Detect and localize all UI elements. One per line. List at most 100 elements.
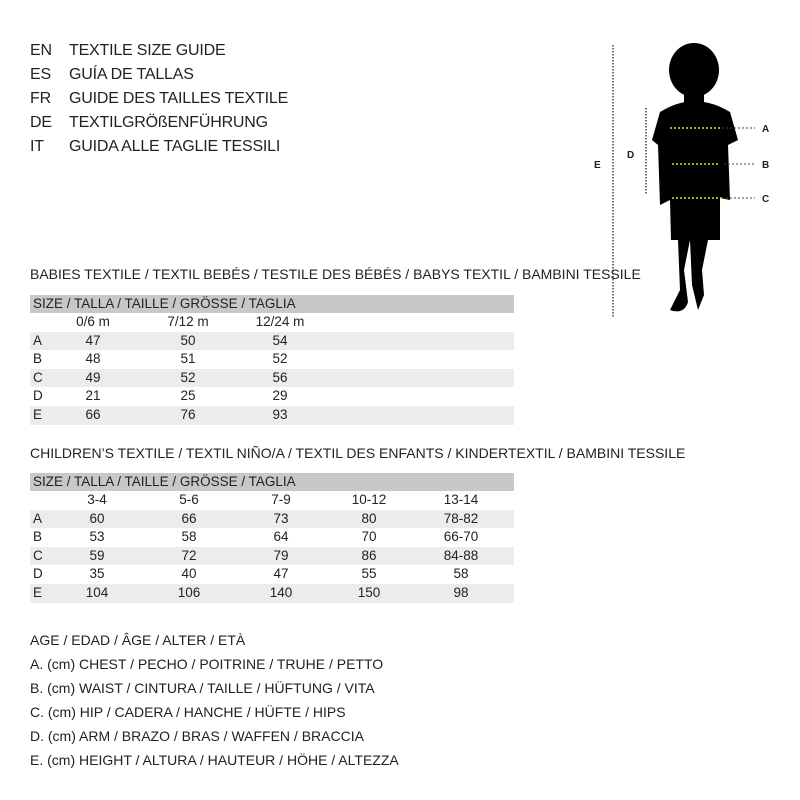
legend-height: E. (cm) HEIGHT / ALTURA / HAUTEUR / HÖHE…	[30, 752, 399, 768]
table-cell: 150	[357, 584, 381, 600]
table-cell: 104	[85, 584, 109, 600]
title-fr: FR GUIDE DES TAILLES TEXTILE	[30, 90, 288, 108]
column-header: 10-12	[351, 492, 387, 507]
lang-title: TEXTILGRÖßENFÜHRUNG	[69, 114, 268, 131]
table-cell: 86	[361, 547, 377, 563]
table-cell: 55	[361, 566, 377, 582]
table-cell: 59	[89, 547, 105, 563]
column-header: 12/24 m	[255, 314, 305, 329]
row-label: B	[33, 351, 43, 367]
table-cell: 40	[181, 566, 197, 582]
column-header: 0/6 m	[76, 314, 110, 329]
column-header: 7/12 m	[167, 314, 209, 329]
label-c: C	[762, 194, 769, 205]
row-label: D	[33, 566, 43, 582]
row-label: D	[33, 388, 43, 404]
table-cell: 56	[272, 369, 288, 385]
table-cell: 76	[180, 406, 196, 422]
table-cell: 21	[85, 388, 101, 404]
measure-lines	[670, 127, 722, 199]
column-header: 5-6	[179, 492, 199, 507]
silhouette-icon	[652, 43, 738, 312]
label-b: B	[762, 160, 769, 171]
legend-arm: D. (cm) ARM / BRAZO / BRAS / WAFFEN / BR…	[30, 728, 364, 744]
table-row: B 53 58 64 70 66-70	[30, 528, 514, 547]
column-header: 7-9	[271, 492, 291, 507]
table-cell: 48	[85, 351, 101, 367]
table-cell: 93	[272, 406, 288, 422]
legend-hip: C. (cm) HIP / CADERA / HANCHE / HÜFTE / …	[30, 704, 346, 720]
table-cell: 52	[272, 351, 288, 367]
size-header: SIZE / TALLA / TAILLE / GRÖSSE / TAGLIA	[30, 473, 514, 491]
column-header-row: 3-4 5-6 7-9 10-12 13-14	[30, 491, 514, 510]
table-cell: 49	[85, 369, 101, 385]
lang-title: GUÍA DE TALLAS	[69, 66, 194, 83]
legend-waist: B. (cm) WAIST / CINTURA / TAILLE / HÜFTU…	[30, 680, 375, 696]
table-cell: 25	[180, 388, 196, 404]
table-cell: 72	[181, 547, 197, 563]
table-cell: 66	[181, 510, 197, 526]
lang-code: ES	[30, 66, 51, 83]
column-header: 3-4	[87, 492, 107, 507]
table-cell: 80	[361, 510, 377, 526]
row-label: E	[33, 406, 43, 422]
lang-code: EN	[30, 42, 52, 59]
table-row: B 48 51 52	[30, 350, 514, 369]
table-cell: 51	[180, 351, 196, 367]
lang-code: FR	[30, 90, 51, 107]
legend-chest: A. (cm) CHEST / PECHO / POITRINE / TRUHE…	[30, 656, 384, 672]
babies-size-table: SIZE / TALLA / TAILLE / GRÖSSE / TAGLIA 0…	[30, 295, 514, 425]
table-row: A 60 66 73 80 78-82	[30, 509, 514, 529]
lang-title: TEXTILE SIZE GUIDE	[69, 42, 226, 59]
row-label: B	[33, 529, 43, 545]
row-label: E	[33, 584, 43, 600]
legend-age: AGE / EDAD / ÂGE / ALTER / ETÀ	[30, 632, 246, 648]
child-silhouette-figure: A B C D E	[594, 43, 769, 318]
lang-title: GUIDE DES TAILLES TEXTILE	[69, 90, 289, 107]
size-header: SIZE / TALLA / TAILLE / GRÖSSE / TAGLIA	[30, 295, 514, 313]
table-cell: 35	[89, 566, 105, 582]
table-cell: 29	[272, 388, 288, 404]
table-cell: 64	[273, 529, 289, 545]
title-de: DE TEXTILGRÖßENFÜHRUNG	[30, 114, 268, 132]
table-row: C 59 72 79 86 84-88	[30, 546, 514, 566]
table-cell: 47	[85, 332, 101, 348]
table-cell: 54	[272, 332, 288, 348]
table-cell: 140	[269, 584, 293, 600]
table-cell: 84-88	[443, 547, 479, 563]
column-header-row: 0/6 m 7/12 m 12/24 m	[30, 313, 514, 332]
lang-code: DE	[30, 114, 52, 131]
table-cell: 70	[361, 529, 377, 545]
table-cell: 66	[85, 406, 101, 422]
label-d: D	[627, 150, 634, 161]
table-cell: 73	[273, 510, 289, 526]
table-row: D 21 25 29	[30, 387, 514, 406]
table-cell: 52	[180, 369, 196, 385]
title-en: EN TEXTILE SIZE GUIDE	[30, 42, 226, 60]
table-cell: 58	[453, 566, 469, 582]
table-cell: 79	[273, 547, 289, 563]
table-row: E 104 106 140 150 98	[30, 583, 514, 603]
babies-section-title: BABIES TEXTILE / TEXTIL BEBÉS / TESTILE …	[30, 266, 641, 282]
column-header: 13-14	[443, 492, 479, 507]
table-cell: 66-70	[443, 529, 479, 545]
table-cell: 78-82	[443, 510, 479, 526]
table-cell: 50	[180, 332, 196, 348]
title-es: ES GUÍA DE TALLAS	[30, 66, 194, 84]
table-cell: 58	[181, 529, 197, 545]
row-label: A	[33, 510, 43, 526]
children-size-table: SIZE / TALLA / TAILLE / GRÖSSE / TAGLIA 3…	[30, 473, 514, 603]
table-cell: 53	[89, 529, 105, 545]
table-cell: 60	[89, 510, 105, 526]
lang-code: IT	[30, 138, 44, 155]
title-it: IT GUIDA ALLE TAGLIE TESSILI	[30, 138, 280, 156]
table-cell: 106	[177, 584, 201, 600]
row-label: A	[33, 332, 43, 348]
row-label: C	[33, 547, 43, 563]
table-row: C 49 52 56	[30, 368, 514, 388]
table-cell: 47	[273, 566, 289, 582]
table-cell: 98	[453, 584, 469, 600]
table-row: A 47 50 54	[30, 331, 514, 351]
table-row: D 35 40 47 55 58	[30, 565, 514, 584]
table-row: E 66 76 93	[30, 405, 514, 425]
